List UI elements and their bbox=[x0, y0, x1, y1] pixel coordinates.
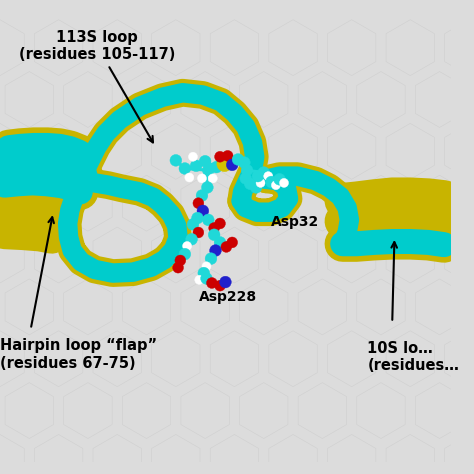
Circle shape bbox=[250, 182, 262, 193]
Circle shape bbox=[214, 237, 226, 248]
Circle shape bbox=[198, 267, 210, 279]
Circle shape bbox=[252, 170, 264, 182]
Circle shape bbox=[258, 167, 270, 178]
Circle shape bbox=[208, 229, 220, 241]
Circle shape bbox=[256, 178, 265, 187]
Circle shape bbox=[193, 198, 204, 209]
Circle shape bbox=[202, 262, 211, 271]
Circle shape bbox=[232, 154, 244, 165]
Circle shape bbox=[193, 227, 204, 238]
Circle shape bbox=[215, 218, 226, 229]
Circle shape bbox=[202, 214, 214, 226]
Circle shape bbox=[280, 178, 289, 187]
Text: Asp32: Asp32 bbox=[271, 215, 319, 229]
Circle shape bbox=[227, 237, 237, 248]
Circle shape bbox=[191, 212, 203, 224]
Circle shape bbox=[217, 156, 232, 172]
Circle shape bbox=[209, 223, 219, 233]
Circle shape bbox=[207, 278, 217, 288]
Circle shape bbox=[199, 155, 211, 167]
Circle shape bbox=[273, 173, 285, 185]
Circle shape bbox=[221, 242, 232, 252]
Circle shape bbox=[201, 273, 212, 284]
Circle shape bbox=[179, 163, 191, 174]
Circle shape bbox=[179, 248, 191, 260]
Circle shape bbox=[190, 160, 202, 172]
Circle shape bbox=[272, 181, 281, 190]
Circle shape bbox=[210, 245, 221, 256]
Circle shape bbox=[175, 255, 186, 266]
Circle shape bbox=[170, 155, 182, 166]
Circle shape bbox=[202, 164, 214, 176]
Circle shape bbox=[226, 159, 238, 171]
Circle shape bbox=[186, 233, 198, 245]
Circle shape bbox=[182, 242, 191, 251]
Circle shape bbox=[195, 275, 204, 284]
Circle shape bbox=[187, 219, 199, 230]
Circle shape bbox=[196, 190, 208, 201]
Circle shape bbox=[238, 157, 250, 168]
Circle shape bbox=[198, 174, 207, 183]
Circle shape bbox=[205, 253, 217, 264]
Circle shape bbox=[197, 205, 209, 217]
Circle shape bbox=[240, 173, 252, 184]
Text: Hairpin loop “flap”
(residues 67-75): Hairpin loop “flap” (residues 67-75) bbox=[0, 338, 157, 371]
Text: 113S loop
(residues 105-117): 113S loop (residues 105-117) bbox=[19, 29, 175, 142]
Circle shape bbox=[219, 276, 231, 288]
Circle shape bbox=[208, 174, 217, 183]
Circle shape bbox=[222, 150, 233, 161]
Circle shape bbox=[173, 262, 183, 273]
Circle shape bbox=[201, 182, 213, 193]
Circle shape bbox=[210, 161, 222, 173]
Circle shape bbox=[215, 280, 226, 291]
Circle shape bbox=[264, 172, 273, 181]
Circle shape bbox=[185, 173, 194, 182]
Text: 10S lo…
(residues…: 10S lo… (residues… bbox=[367, 341, 459, 373]
Circle shape bbox=[265, 176, 277, 188]
Circle shape bbox=[245, 178, 256, 190]
Circle shape bbox=[189, 152, 198, 161]
Text: Asp228: Asp228 bbox=[199, 290, 257, 304]
Circle shape bbox=[215, 151, 226, 162]
Circle shape bbox=[241, 164, 253, 176]
